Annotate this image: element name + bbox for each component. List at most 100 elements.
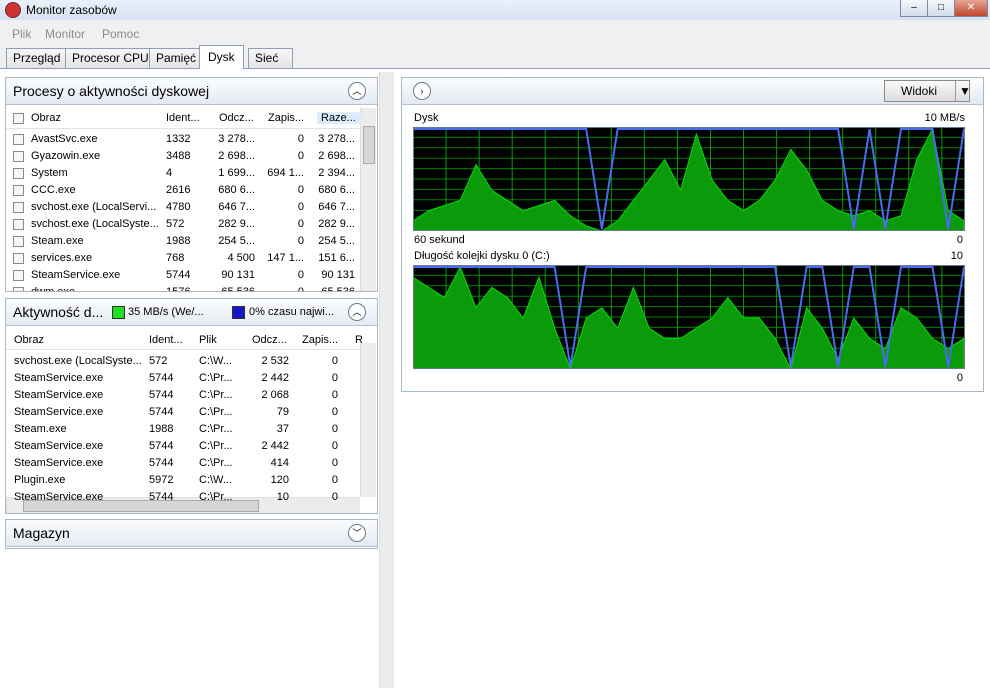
views-dropdown[interactable]: Widoki ▼ <box>884 80 971 102</box>
graph-min-label: 0 <box>956 234 963 246</box>
row-checkbox[interactable] <box>13 168 24 179</box>
table-cell: 5744 <box>149 440 174 452</box>
menu-bar: Plik Monitor Pomoc <box>0 23 990 43</box>
table-cell: 646 7... <box>318 201 355 213</box>
column-header[interactable]: Odcz... <box>219 112 254 124</box>
table-cell: 2 068 <box>261 389 289 401</box>
row-checkbox[interactable] <box>13 219 24 230</box>
queue-graph <box>413 265 965 369</box>
column-header[interactable]: Ident... <box>166 112 200 124</box>
table-cell: 3 278... <box>318 133 355 145</box>
table-cell: 694 1... <box>267 167 304 179</box>
table-cell: 572 <box>166 218 185 230</box>
table-cell: 0 <box>297 150 304 162</box>
process-name: SteamService.exe <box>14 372 104 384</box>
collapse-button[interactable]: ︿ <box>348 303 366 321</box>
table-cell: 0 <box>297 133 304 145</box>
disk-graph <box>413 127 965 231</box>
panel-header[interactable]: Aktywność d... 35 MB/s (We/... 0% czasu … <box>6 299 377 326</box>
horizontal-scrollbar[interactable] <box>6 497 360 513</box>
process-name: Steam.exe <box>31 235 84 247</box>
tab-selected[interactable]: Dysk <box>199 45 244 70</box>
scrollbar[interactable] <box>360 108 376 291</box>
row-checkbox[interactable] <box>13 236 24 247</box>
scroll-thumb[interactable] <box>363 126 375 164</box>
table-cell: 680 6... <box>318 184 355 196</box>
table-cell: 0 <box>331 406 338 418</box>
table-cell: 0 <box>297 269 304 281</box>
scroll-thumb[interactable] <box>23 500 259 512</box>
table-cell: 2 532 <box>261 355 289 367</box>
table-cell: 0 <box>297 286 304 292</box>
row-checkbox[interactable] <box>13 185 24 196</box>
table-cell: 0 <box>297 235 304 247</box>
minimize-button[interactable]: – <box>900 0 928 17</box>
process-name: AvastSvc.exe <box>31 133 98 145</box>
tab[interactable]: Procesor CPU <box>65 48 156 68</box>
tab[interactable]: Pamięć <box>149 48 204 68</box>
tab-line <box>0 68 990 69</box>
column-header[interactable]: Zapis... <box>302 334 339 346</box>
table-cell: 4 <box>166 167 173 179</box>
views-label: Widoki <box>901 84 938 98</box>
tab[interactable]: Przegląd <box>6 48 68 68</box>
menu-item[interactable]: Pomoc <box>102 27 140 41</box>
column-header[interactable]: Obraz <box>31 112 61 124</box>
column-header[interactable]: Ident... <box>149 334 183 346</box>
column-header[interactable]: R <box>355 334 363 346</box>
table-cell: 0 <box>331 491 338 503</box>
row-checkbox[interactable] <box>13 270 24 281</box>
row-checkbox[interactable] <box>13 134 24 145</box>
column-header-row <box>6 329 359 350</box>
left-scrollbar[interactable] <box>379 72 394 688</box>
table-cell: 5744 <box>149 457 174 469</box>
table-cell: 282 9... <box>218 218 255 230</box>
select-all-checkbox[interactable] <box>13 113 24 124</box>
table-cell: 2616 <box>166 184 191 196</box>
table-cell: 572 <box>149 355 168 367</box>
column-header[interactable]: Zapis... <box>268 112 305 124</box>
table-cell: 4780 <box>166 201 191 213</box>
panel-header[interactable]: Procesy o aktywności dyskowej ︿ <box>6 78 377 105</box>
maximize-button[interactable]: □ <box>927 0 955 17</box>
collapse-button[interactable]: ︿ <box>348 82 366 100</box>
graph-max-label: 10 <box>950 250 963 262</box>
table-cell: 414 <box>270 457 289 469</box>
row-checkbox[interactable] <box>13 253 24 264</box>
column-header[interactable]: Raze... <box>317 112 362 124</box>
process-name: svchost.exe (LocalServi... <box>31 201 157 213</box>
menu-item[interactable]: Monitor <box>45 27 86 41</box>
table-cell: 65 536 <box>221 286 255 292</box>
table-cell: 0 <box>297 218 304 230</box>
expand-button[interactable]: ﹀ <box>348 524 366 542</box>
tab[interactable]: Sieć <box>248 48 293 68</box>
legend-swatch <box>112 306 125 319</box>
column-header[interactable]: Obraz <box>14 334 44 346</box>
table-cell: 5744 <box>149 406 174 418</box>
process-name: services.exe <box>31 252 93 264</box>
close-button[interactable]: ✕ <box>954 0 988 17</box>
graph-border <box>413 127 965 231</box>
table-cell: 254 5... <box>218 235 255 247</box>
process-name: dwm.exe <box>31 286 76 292</box>
panel-header: › Widoki ▼ <box>402 78 983 105</box>
table-cell: 0 <box>331 457 338 469</box>
process-name: SteamService.exe <box>14 440 104 452</box>
panel-header[interactable]: Magazyn ﹀ <box>6 520 377 547</box>
table-cell: 1576 <box>166 286 191 292</box>
table-cell: 254 5... <box>318 235 355 247</box>
table-cell: 3488 <box>166 150 191 162</box>
column-header[interactable]: Odcz... <box>252 334 287 346</box>
row-checkbox[interactable] <box>13 287 24 291</box>
table-cell: C:\Pr... <box>199 389 233 401</box>
row-checkbox[interactable] <box>13 202 24 213</box>
show-button[interactable]: › <box>413 82 431 100</box>
column-header[interactable]: Plik <box>199 334 217 346</box>
table-cell: 2 698... <box>318 150 355 162</box>
row-checkbox[interactable] <box>13 151 24 162</box>
menu-item[interactable]: Plik <box>12 27 32 41</box>
table-cell: 0 <box>331 355 338 367</box>
scrollbar[interactable] <box>360 343 376 497</box>
table-cell: 768 <box>166 252 185 264</box>
table-cell: 0 <box>331 474 338 486</box>
